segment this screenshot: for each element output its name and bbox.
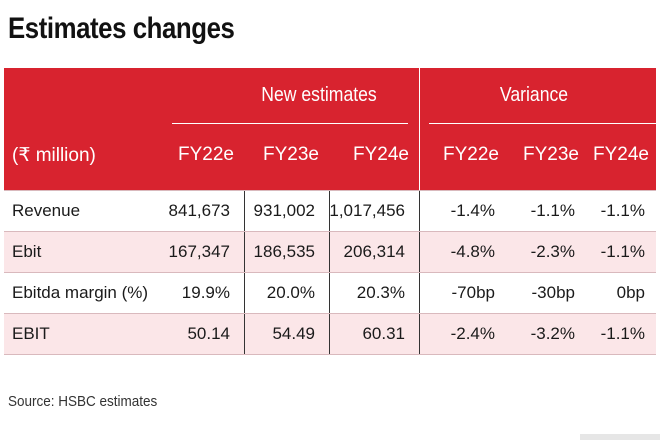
variance-cell: -2.4%	[450, 324, 495, 343]
page-title: Estimates changes	[8, 12, 235, 45]
new-estimate-cell: 19.9%	[181, 283, 230, 302]
col-head-new-fy22: FY22e	[178, 144, 234, 165]
new-estimate-cell: 50.14	[187, 324, 230, 343]
variance-cell: -1.1%	[600, 324, 645, 343]
table-header: New estimates Variance (₹ million) FY22e…	[4, 68, 656, 190]
column-divider	[419, 314, 420, 354]
column-divider	[329, 191, 330, 231]
group-variance-rule	[429, 123, 656, 124]
new-estimate-cell: 20.0%	[266, 283, 315, 302]
column-divider	[419, 273, 420, 313]
table-row: EBIT 50.14 54.49 60.31 -2.4% -3.2% -1.1%	[4, 313, 656, 354]
new-estimate-cell: 54.49	[272, 324, 315, 343]
corner-mark	[580, 434, 660, 440]
col-head-var-fy23: FY23e	[523, 144, 579, 165]
column-divider	[419, 191, 420, 231]
estimates-table: New estimates Variance (₹ million) FY22e…	[4, 68, 656, 355]
variance-cell: -4.8%	[450, 242, 495, 261]
new-estimate-cell: 206,314	[343, 242, 405, 261]
column-divider	[419, 232, 420, 272]
column-divider	[244, 314, 245, 354]
new-estimate-cell: 20.3%	[356, 283, 405, 302]
row-label: Ebitda margin (%)	[12, 283, 149, 302]
table-row: Revenue 841,673 931,002 1,017,456 -1.4% -1.1%…	[4, 190, 656, 231]
variance-cell: -2.3%	[530, 242, 575, 261]
column-divider	[329, 232, 330, 272]
variance-cell: -3.2%	[530, 324, 575, 343]
column-divider	[329, 273, 330, 313]
col-head-new-fy24: FY24e	[353, 144, 409, 165]
col-head-var-fy22: FY22e	[443, 144, 499, 165]
new-estimate-cell: 60.31	[362, 324, 405, 343]
new-estimate-cell: 1,017,456	[329, 201, 405, 220]
table-body: Revenue 841,673 931,002 1,017,456 -1.4% -1.1%…	[4, 190, 656, 354]
row-label: EBIT	[12, 324, 50, 343]
col-head-var-fy24: FY24e	[593, 144, 649, 165]
unit-label: (₹ million)	[12, 145, 96, 166]
row-label: Revenue	[12, 201, 81, 220]
new-estimate-cell: 841,673	[168, 201, 230, 220]
new-estimate-cell: 186,535	[253, 242, 315, 261]
variance-cell: -1.4%	[450, 201, 495, 220]
table-row: Ebit 167,347 186,535 206,314 -4.8% -2.3% -1.1%	[4, 231, 656, 272]
group-variance: Variance	[499, 84, 569, 106]
variance-cell: -70bp	[451, 283, 495, 302]
new-estimate-cell: 931,002	[253, 201, 315, 220]
variance-cell: 0bp	[616, 283, 645, 302]
variance-cell: -30bp	[531, 283, 575, 302]
variance-cell: -1.1%	[530, 201, 575, 220]
group-new-estimates-rule	[172, 123, 408, 124]
table-bottom-rule	[4, 354, 656, 355]
table-row: Ebitda margin (%) 19.9% 20.0% 20.3% -70bp -30…	[4, 272, 656, 313]
column-divider	[329, 314, 330, 354]
group-new-estimates: New estimates	[261, 84, 377, 106]
row-label: Ebit	[12, 242, 42, 261]
source-note: Source: HSBC estimates	[8, 393, 158, 410]
variance-cell: -1.1%	[600, 201, 645, 220]
column-divider	[244, 232, 245, 272]
col-head-new-fy23: FY23e	[263, 144, 319, 165]
column-divider	[244, 191, 245, 231]
variance-cell: -1.1%	[600, 242, 645, 261]
new-estimate-cell: 167,347	[168, 242, 230, 261]
header-divider	[419, 68, 420, 190]
column-divider	[244, 273, 245, 313]
